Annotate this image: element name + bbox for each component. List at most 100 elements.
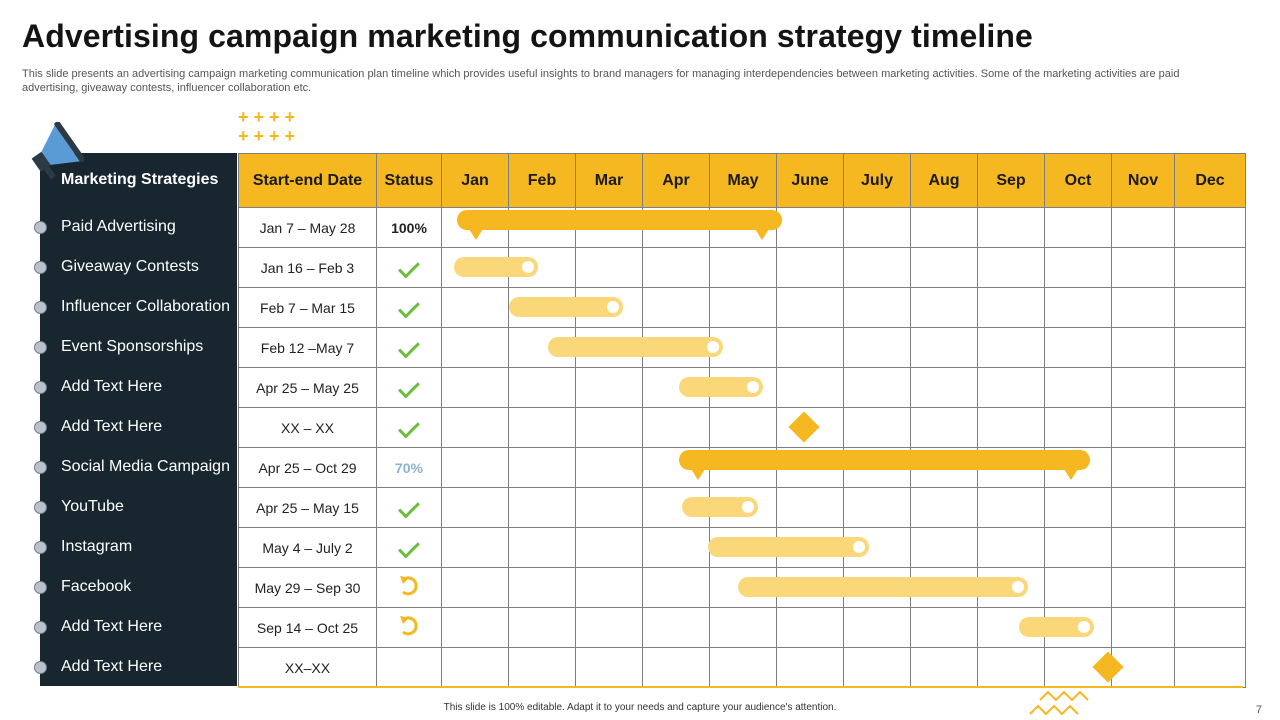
month-header-apr: Apr [642, 153, 710, 208]
table-row: Sep 14 – Oct 25 [238, 607, 1246, 648]
month-cell [776, 367, 844, 408]
month-cell [1044, 207, 1112, 248]
month-cell [1044, 567, 1112, 608]
status-cell [376, 647, 442, 688]
gantt-task-bar [454, 257, 538, 277]
date-range-cell: Apr 25 – Oct 29 [238, 447, 377, 488]
month-cell [1044, 247, 1112, 288]
month-cell [776, 247, 844, 288]
gantt-task-bar [509, 297, 623, 317]
month-cell [508, 607, 576, 648]
month-header-may: May [709, 153, 777, 208]
month-cell [1111, 407, 1175, 448]
gantt-task-bar [682, 497, 758, 517]
table-row: XX–XX [238, 647, 1246, 688]
month-cell [977, 367, 1045, 408]
month-cell [776, 327, 844, 368]
strategies-header: Marketing Strategies [61, 171, 219, 188]
month-cell [843, 647, 911, 688]
bar-end-knob [747, 381, 759, 393]
month-cell [843, 367, 911, 408]
month-cell [1174, 567, 1246, 608]
month-cell [1174, 527, 1246, 568]
month-cell [575, 247, 643, 288]
date-range-cell: May 4 – July 2 [238, 527, 377, 568]
month-cell [709, 647, 777, 688]
month-cell [776, 607, 844, 648]
check-icon [398, 416, 420, 438]
month-cell [1174, 207, 1246, 248]
month-cell [910, 327, 978, 368]
strategy-bullet-icon [34, 221, 47, 234]
month-header-nov: Nov [1111, 153, 1175, 208]
date-range-cell: Apr 25 – May 25 [238, 367, 377, 408]
status-cell [376, 487, 442, 528]
month-cell [910, 407, 978, 448]
strategy-label: Add Text Here [61, 418, 163, 435]
month-cell [776, 647, 844, 688]
month-cell [642, 487, 710, 528]
month-cell [1111, 567, 1175, 608]
month-cell [575, 647, 643, 688]
zigzag-icon [1029, 690, 1089, 716]
strategy-bullet-icon [34, 501, 47, 514]
month-cell [1174, 327, 1246, 368]
month-cell [508, 527, 576, 568]
month-cell [1044, 287, 1112, 328]
month-header-aug: Aug [910, 153, 978, 208]
strategy-label: Facebook [61, 578, 132, 595]
table-row: Apr 25 – May 15 [238, 487, 1246, 528]
bar-end-knob [707, 341, 719, 353]
month-cell [575, 607, 643, 648]
month-cell [441, 527, 509, 568]
strategy-bullet-icon [34, 421, 47, 434]
month-cell [910, 247, 978, 288]
strategy-bullet-icon [34, 341, 47, 354]
slide-title: Advertising campaign marketing communica… [22, 18, 1033, 54]
bar-end-knob [1012, 581, 1024, 593]
footer-note: This slide is 100% editable. Adapt it to… [443, 702, 837, 713]
megaphone-icon [31, 122, 84, 180]
month-cell [508, 487, 576, 528]
date-range-cell: Feb 12 –May 7 [238, 327, 377, 368]
date-range-cell: Apr 25 – May 15 [238, 487, 377, 528]
check-icon [398, 256, 420, 278]
month-cell [709, 247, 777, 288]
strategy-bullet-icon [34, 541, 47, 554]
month-header-mar: Mar [575, 153, 643, 208]
check-icon [398, 496, 420, 518]
month-header-jan: Jan [441, 153, 509, 208]
strategy-label: Event Sponsorships [61, 338, 204, 355]
month-cell [1111, 327, 1175, 368]
month-cell [843, 487, 911, 528]
bar-end-knob [607, 301, 619, 313]
page-number: 7 [1255, 704, 1262, 716]
month-cell [441, 367, 509, 408]
month-cell [1174, 367, 1246, 408]
table-row: Feb 7 – Mar 15 [238, 287, 1246, 328]
dates-header: Start-end Date [238, 153, 377, 208]
bar-marker-icon [755, 229, 769, 240]
month-cell [1044, 527, 1112, 568]
gantt-task-bar [1019, 617, 1094, 637]
month-cell [843, 247, 911, 288]
month-cell [441, 607, 509, 648]
month-cell [508, 367, 576, 408]
check-icon [398, 336, 420, 358]
month-cell [642, 287, 710, 328]
month-cell [1174, 607, 1246, 648]
month-cell [910, 607, 978, 648]
month-header-feb: Feb [508, 153, 576, 208]
check-icon [398, 536, 420, 558]
month-cell [776, 487, 844, 528]
month-cell [508, 407, 576, 448]
status-cell [376, 327, 442, 368]
in-progress-icon [400, 576, 418, 596]
table-row: Apr 25 – May 25 [238, 367, 1246, 408]
month-cell [642, 607, 710, 648]
check-icon [398, 376, 420, 398]
date-range-cell: Jan 7 – May 28 [238, 207, 377, 248]
strategy-label: Add Text Here [61, 658, 163, 675]
gantt-summary-bar [679, 450, 1090, 470]
month-cell [1111, 367, 1175, 408]
